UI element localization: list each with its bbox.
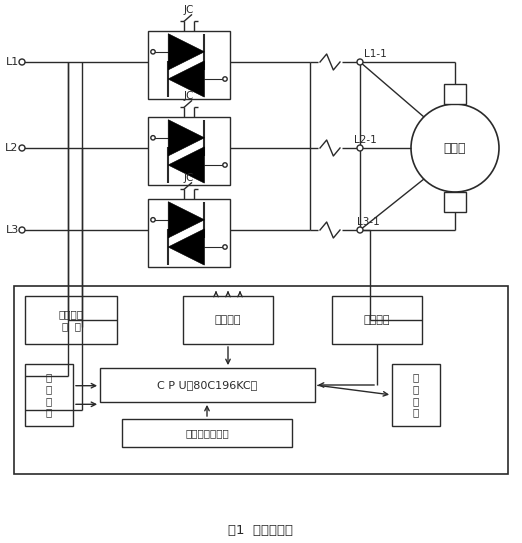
Text: JC: JC [184,173,194,184]
Circle shape [151,49,155,54]
Text: 电流检测: 电流检测 [364,315,390,325]
Text: 触发脉冲: 触发脉冲 [215,315,241,325]
Circle shape [223,163,227,167]
Polygon shape [168,202,204,238]
Polygon shape [168,61,204,97]
Bar [14,286,508,474]
Bar [332,296,422,344]
Text: L2-1: L2-1 [353,135,376,145]
Text: C P U（80C196KC）: C P U（80C196KC） [157,380,258,390]
Bar [148,117,230,185]
Circle shape [357,227,363,233]
Text: 隔
离
输
入: 隔 离 输 入 [46,372,52,418]
Circle shape [19,227,25,233]
Text: L2: L2 [5,143,19,153]
Circle shape [223,77,227,81]
Text: 键盘控制、显示: 键盘控制、显示 [185,428,229,438]
Bar [100,368,315,402]
Text: L3-1: L3-1 [357,217,379,227]
Text: 电动机: 电动机 [444,142,466,155]
Circle shape [411,104,499,192]
Bar [148,31,230,99]
Text: JC: JC [184,91,194,102]
Bar [25,364,73,426]
Bar [444,192,466,212]
Bar [122,419,292,447]
Polygon shape [168,120,204,156]
Text: 电源同步
检  测: 电源同步 检 测 [58,309,84,331]
Text: L1: L1 [5,57,19,67]
Circle shape [357,59,363,65]
Circle shape [151,136,155,140]
Circle shape [19,145,25,151]
Text: 图1  电气原理图: 图1 电气原理图 [229,523,293,536]
Circle shape [151,218,155,222]
Bar [183,296,273,344]
Text: L1-1: L1-1 [364,49,386,59]
Text: 隔
离
输
出: 隔 离 输 出 [413,372,419,418]
Bar [25,296,117,344]
Circle shape [223,245,227,249]
Polygon shape [168,229,204,265]
Bar [392,364,440,426]
Text: L3: L3 [5,225,19,235]
Text: JC: JC [184,5,194,15]
Circle shape [19,59,25,65]
Polygon shape [168,147,204,183]
Bar [444,84,466,104]
Bar [148,199,230,267]
Circle shape [357,145,363,151]
Polygon shape [168,34,204,70]
